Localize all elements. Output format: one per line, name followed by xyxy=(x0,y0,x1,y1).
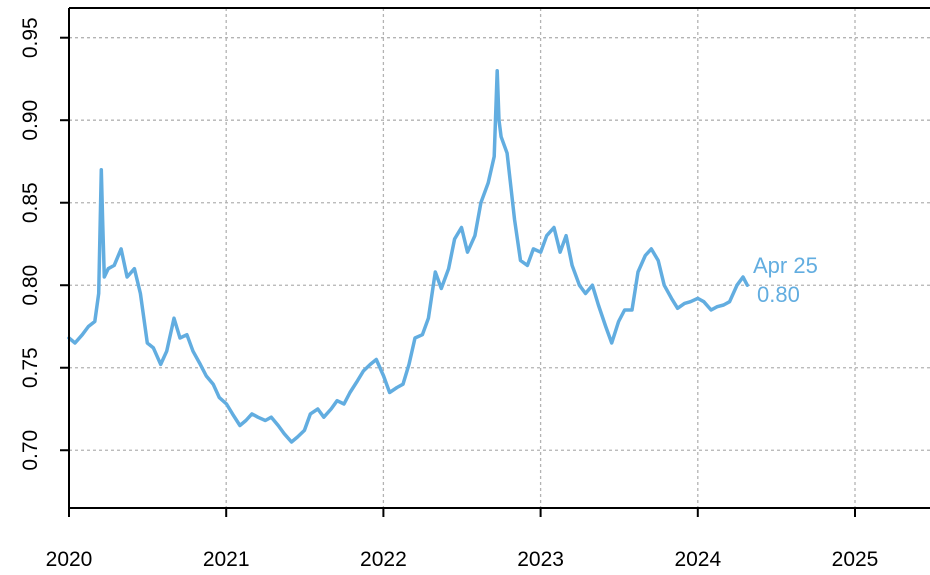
x-tick-label: 2025 xyxy=(832,548,879,571)
x-tick-label: 2023 xyxy=(517,548,564,571)
series-layer xyxy=(69,71,747,442)
annotation-value: 0.80 xyxy=(757,282,800,307)
y-tick-label: 0.70 xyxy=(19,430,42,471)
y-tick-label: 0.90 xyxy=(19,100,42,141)
x-ticks: 2020 2021 2022 2023 2024 2025 xyxy=(46,508,879,571)
annotation-date: Apr 25 xyxy=(753,253,818,278)
series-line xyxy=(69,71,747,442)
x-tick-label: 2022 xyxy=(360,548,407,571)
last-value-annotation: Apr 25 0.80 xyxy=(753,253,818,307)
y-tick-label: 0.85 xyxy=(19,182,42,223)
x-tick-label: 2021 xyxy=(203,548,250,571)
x-tick-label: 2024 xyxy=(674,548,721,571)
y-ticks: 0.70 0.75 0.80 0.85 0.90 0.95 xyxy=(19,17,69,470)
y-tick-label: 0.95 xyxy=(19,17,42,58)
y-tick-label: 0.80 xyxy=(19,265,42,306)
x-tick-label: 2020 xyxy=(46,548,93,571)
y-tick-label: 0.75 xyxy=(19,347,42,388)
